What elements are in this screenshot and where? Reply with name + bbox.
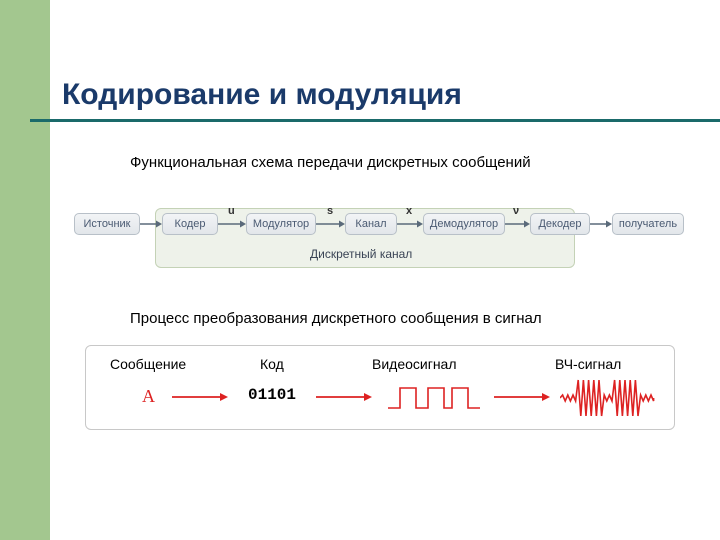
signal-label-s: s	[327, 205, 333, 217]
block-модулятор: Модулятор	[246, 213, 316, 235]
block-получатель: получатель	[612, 213, 684, 235]
binary-code: 01101	[248, 386, 296, 404]
conv-label: Сообщение	[110, 356, 186, 372]
block-источник: Источник	[74, 213, 140, 235]
discrete-channel-label: Дискретный канал	[310, 247, 412, 261]
signal-label-ν: ν	[513, 205, 519, 217]
page-title: Кодирование и модуляция	[62, 78, 462, 112]
signal-label-x: x	[406, 205, 412, 217]
subtitle-functional-scheme: Функциональная схема передачи дискретных…	[130, 154, 531, 171]
subtitle-conversion-process: Процесс преобразования дискретного сообщ…	[130, 310, 542, 327]
block-демодулятор: Демодулятор	[423, 213, 505, 235]
side-accent-bar	[0, 0, 50, 540]
horizontal-rule	[30, 119, 720, 122]
block-кодер: Кодер	[162, 213, 218, 235]
message-letter-a: A	[142, 386, 155, 407]
conv-label: Код	[260, 356, 284, 372]
hf-signal-waveform	[560, 376, 660, 420]
conv-label: Видеосигнал	[372, 356, 457, 372]
video-signal-waveform	[388, 382, 484, 412]
block-декодер: Декодер	[530, 213, 590, 235]
signal-label-u: u	[228, 205, 235, 217]
conv-label: ВЧ-сигнал	[555, 356, 621, 372]
block-канал: Канал	[345, 213, 397, 235]
